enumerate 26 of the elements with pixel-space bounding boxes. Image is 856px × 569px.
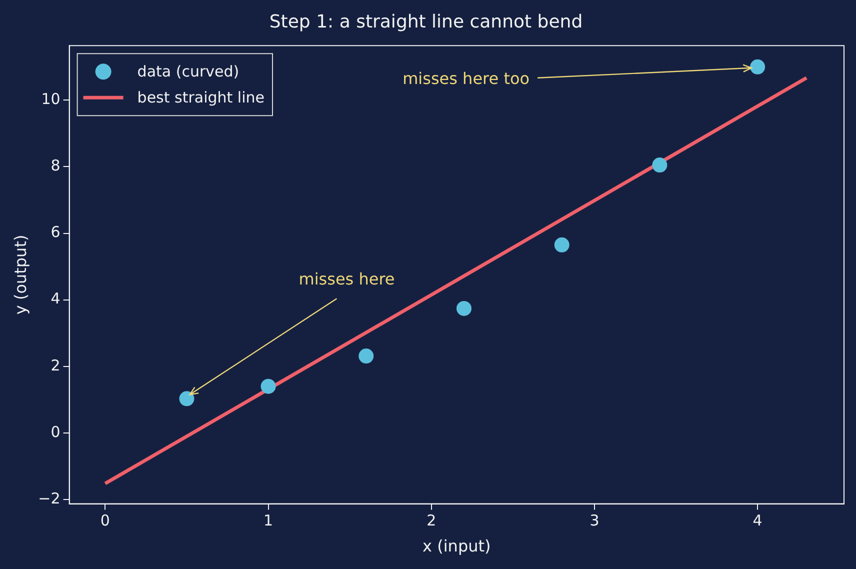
legend-label: best straight line <box>137 88 264 106</box>
y-tick-label: −2 <box>38 489 60 508</box>
y-tick-label: 0 <box>50 422 60 441</box>
y-tick-label: 10 <box>41 90 60 108</box>
y-axis-title: y (output) <box>10 234 30 315</box>
point <box>179 391 194 406</box>
point <box>750 59 766 74</box>
x-tick-label: 1 <box>264 512 274 530</box>
x-tick-label: 0 <box>100 512 110 530</box>
legend-label: data (curved) <box>137 62 240 80</box>
annotation: misses here <box>298 270 395 289</box>
x-axis-title: x (input) <box>422 536 491 556</box>
point <box>358 348 374 364</box>
y-tick-label: 6 <box>50 223 60 242</box>
chart-title: Step 1: a straight line cannot bend <box>269 11 583 32</box>
point <box>456 300 472 316</box>
x-tick-label: 2 <box>426 512 436 530</box>
point <box>652 158 668 173</box>
y-tick-label: 2 <box>50 356 60 374</box>
x-tick-label: 4 <box>752 512 762 530</box>
y-tick-label: 8 <box>50 156 60 175</box>
x-tick-label: 3 <box>590 512 600 530</box>
annotation: misses here too <box>402 68 530 88</box>
y-tick-label: 4 <box>50 290 60 308</box>
point <box>260 378 276 394</box>
point <box>554 237 570 252</box>
